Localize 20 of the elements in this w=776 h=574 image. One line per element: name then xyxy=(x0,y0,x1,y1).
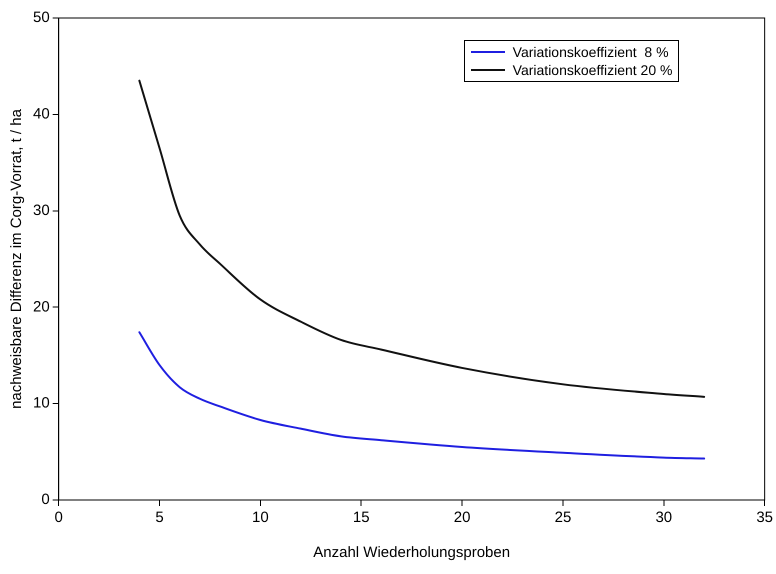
y-tick-label: 10 xyxy=(32,394,50,412)
legend-label: Variationskoeffizient 20 % xyxy=(512,61,672,79)
legend-label: Variationskoeffizient 8 % xyxy=(512,43,669,61)
x-tick-label: 15 xyxy=(352,509,370,526)
x-tick-label: 25 xyxy=(554,509,572,526)
x-tick-label: 10 xyxy=(252,509,269,526)
x-tick-label: 0 xyxy=(54,509,63,526)
y-tick-label: 20 xyxy=(32,298,50,316)
x-tick-label: 5 xyxy=(155,509,164,526)
line-series xyxy=(138,331,706,460)
y-tick-label: 40 xyxy=(32,106,50,123)
x-tick-label: 30 xyxy=(655,509,672,526)
x-tick-label: 20 xyxy=(454,509,470,526)
y-tick-label: 50 xyxy=(32,9,50,26)
x-tick-label: 35 xyxy=(756,509,773,526)
y-tick-label: 0 xyxy=(41,491,50,508)
y-axis-title: nachweisbare Differenz im Corg-Vorrat, t / ha xyxy=(8,108,26,409)
x-axis-title: Anzahl Wiederholungsproben xyxy=(313,544,510,562)
y-tick-label: 30 xyxy=(32,202,50,219)
line-series xyxy=(138,80,706,398)
